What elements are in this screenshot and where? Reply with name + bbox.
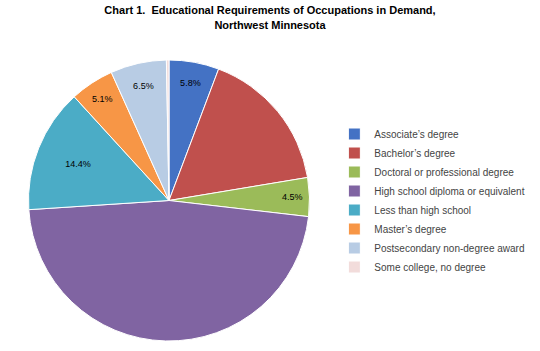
svg-text:High school diploma or equival: High school diploma or equivalent (374, 186, 524, 197)
svg-text:5.8%: 5.8% (180, 78, 201, 88)
svg-text:Associate’s degree: Associate’s degree (374, 129, 459, 140)
svg-text:Doctoral or professional degre: Doctoral or professional degree (374, 167, 514, 178)
svg-text:Less than high school: Less than high school (374, 205, 471, 216)
svg-text:5.1%: 5.1% (92, 94, 113, 104)
svg-text:14.4%: 14.4% (65, 159, 91, 169)
svg-text:6.5%: 6.5% (133, 81, 154, 91)
svg-text:Bachelor’s degree: Bachelor’s degree (374, 148, 455, 159)
svg-text:Some college, no degree: Some college, no degree (374, 262, 486, 273)
svg-text:4.5%: 4.5% (282, 192, 303, 202)
svg-text:Postsecondary non-degree award: Postsecondary non-degree award (374, 243, 524, 254)
svg-text:Master’s degree: Master’s degree (374, 224, 446, 235)
svg-text:Chart 1. Educational Requirem: Chart 1. Educational Requirements of Occ… (104, 4, 435, 30)
